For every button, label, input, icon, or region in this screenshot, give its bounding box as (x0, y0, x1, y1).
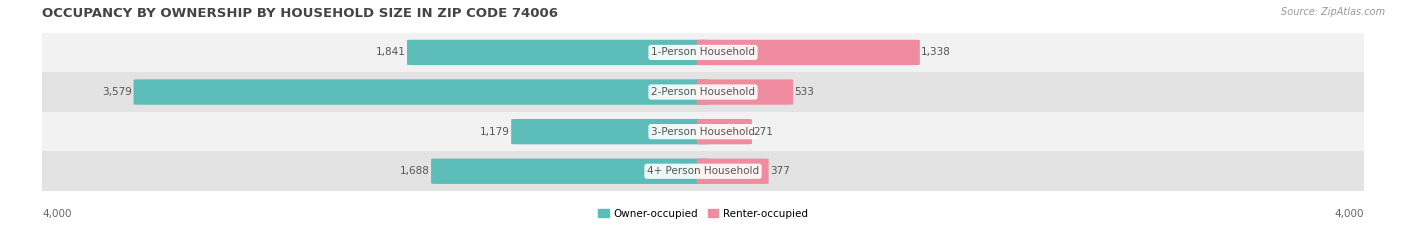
Bar (42, 112, 1364, 151)
Text: 533: 533 (794, 87, 814, 97)
Text: 271: 271 (754, 127, 773, 137)
Bar (42, 33, 1364, 72)
Text: OCCUPANCY BY OWNERSHIP BY HOUSEHOLD SIZE IN ZIP CODE 74006: OCCUPANCY BY OWNERSHIP BY HOUSEHOLD SIZE… (42, 7, 558, 20)
Text: 1,179: 1,179 (479, 127, 510, 137)
FancyBboxPatch shape (512, 119, 709, 144)
Text: 3-Person Household: 3-Person Household (651, 127, 755, 137)
Text: 377: 377 (770, 166, 790, 176)
FancyBboxPatch shape (134, 79, 709, 105)
Text: Source: ZipAtlas.com: Source: ZipAtlas.com (1281, 7, 1385, 17)
Text: 1-Person Household: 1-Person Household (651, 48, 755, 57)
Text: 1,338: 1,338 (921, 48, 950, 57)
Text: 4+ Person Household: 4+ Person Household (647, 166, 759, 176)
FancyBboxPatch shape (432, 159, 709, 184)
FancyBboxPatch shape (697, 40, 920, 65)
FancyBboxPatch shape (697, 159, 769, 184)
Bar (42, 151, 1364, 191)
FancyBboxPatch shape (697, 79, 793, 105)
Text: 4,000: 4,000 (1334, 209, 1364, 219)
Bar (42, 72, 1364, 112)
Text: 2-Person Household: 2-Person Household (651, 87, 755, 97)
Legend: Owner-occupied, Renter-occupied: Owner-occupied, Renter-occupied (595, 205, 811, 223)
FancyBboxPatch shape (697, 119, 752, 144)
Text: 4,000: 4,000 (42, 209, 72, 219)
Text: 1,688: 1,688 (399, 166, 430, 176)
Text: 1,841: 1,841 (375, 48, 406, 57)
FancyBboxPatch shape (408, 40, 709, 65)
Text: 3,579: 3,579 (103, 87, 132, 97)
